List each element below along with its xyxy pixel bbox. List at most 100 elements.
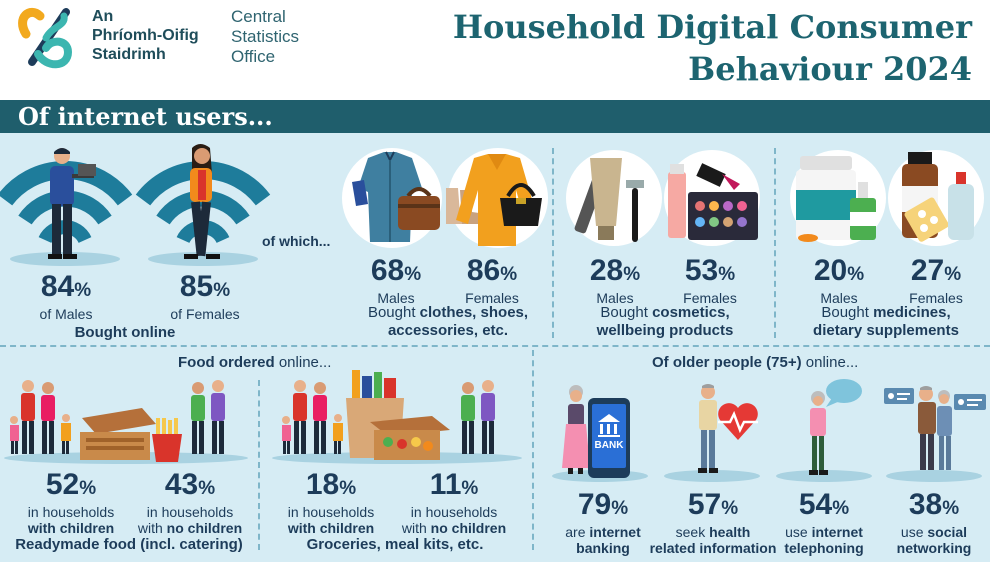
divider <box>774 148 776 338</box>
logo-knot-icon <box>18 7 73 69</box>
percent-sign: % <box>404 264 422 285</box>
stat-value: 52 <box>45 468 80 501</box>
handbag-icon <box>500 183 542 226</box>
percent-sign: % <box>198 478 216 499</box>
percent-sign: % <box>339 478 357 499</box>
heading-text: Of older people (75+) <box>652 354 802 371</box>
stat-value: 43 <box>164 468 199 501</box>
stat-label: in households <box>146 504 234 520</box>
caption-text: Readymade food (incl. catering) <box>15 536 243 553</box>
stat-value: 86 <box>466 254 501 287</box>
sweater-icon <box>456 154 538 246</box>
stat-label: internet <box>589 524 641 540</box>
stat-label: Males <box>820 290 858 306</box>
family-icon <box>282 380 343 454</box>
stat-value: 11 <box>429 468 462 501</box>
percent-sign: % <box>718 264 736 285</box>
title-line: Household Digital Consumer <box>452 8 972 46</box>
percent-sign: % <box>721 498 739 519</box>
stat-older-health: 57% seek health related information <box>648 490 778 557</box>
caption-text: cosmetics, <box>652 304 730 321</box>
logo-irish-line: Staidrimh <box>92 46 166 63</box>
stat-value: 68 <box>370 254 405 287</box>
stat-label: seek <box>675 524 710 540</box>
stat-males-bought-online: 84% of Males <box>26 270 106 323</box>
percent-sign: % <box>942 498 960 519</box>
woman-phone-icon <box>184 144 220 259</box>
family-icon <box>10 380 71 454</box>
logo-english-line: Central <box>231 7 286 26</box>
heading-text: Food ordered <box>178 354 275 371</box>
stat-older-telephoning: 54% use internet telephoning <box>776 490 872 557</box>
stat-value: 28 <box>589 254 624 287</box>
stat-label: Males <box>377 290 415 306</box>
man-laptop-icon <box>48 148 96 259</box>
dropper-icon <box>948 172 974 240</box>
stat-females-medicines: 27% Females <box>896 254 976 307</box>
stat-value: 38 <box>908 488 943 521</box>
stat-groceries-no-children: 11% in households with no children <box>394 468 514 537</box>
chat-cards-icon <box>954 394 986 410</box>
caption-text: Bought <box>600 304 653 321</box>
percent-sign: % <box>623 264 641 285</box>
banner-title: Of internet users... <box>18 102 273 131</box>
woman-phone-icon <box>562 385 590 474</box>
stat-males-medicines: 20% Males <box>804 254 874 307</box>
caption-text: wellbeing products <box>596 322 734 339</box>
percent-sign: % <box>832 498 850 519</box>
divider <box>552 148 554 338</box>
stat-value: 79 <box>577 488 612 521</box>
logo-english-line: Office <box>231 47 276 66</box>
bank-sign: BANK <box>594 440 624 451</box>
chat-cards-icon <box>884 388 914 404</box>
caption-text: medicines, <box>873 304 951 321</box>
blister-pack-icon <box>904 197 949 242</box>
divider <box>0 345 990 347</box>
stat-older-banking: 79% are internet banking <box>558 488 648 557</box>
stat-value: 27 <box>910 254 945 287</box>
percent-sign: % <box>847 264 865 285</box>
ground-shadow <box>776 470 872 482</box>
woman-phone-icon <box>809 391 828 475</box>
caption-text: Bought <box>367 304 420 321</box>
caption-bought-online: Bought online <box>40 324 210 342</box>
stat-readymade-children: 52% in households with children <box>16 468 126 537</box>
stat-males-clothes: 68% Males <box>358 254 434 307</box>
stat-label: in households <box>287 504 375 520</box>
stat-label: are <box>565 524 590 540</box>
caption-clothes: Bought clothes, shoes, accessories, etc. <box>350 304 546 340</box>
caption-text: dietary supplements <box>813 322 959 339</box>
of-which-label: of which... <box>262 233 331 249</box>
stat-females-cosmetics: 53% Females <box>670 256 750 307</box>
stat-label: in households <box>410 504 498 520</box>
title-line: Behaviour 2024 <box>688 50 972 88</box>
man-phone-icon <box>698 384 718 473</box>
percent-sign: % <box>944 264 962 285</box>
speech-bubble-icon <box>826 379 862 407</box>
stat-label: banking <box>576 540 630 556</box>
stat-label: use <box>785 524 812 540</box>
logo-irish-text: An Phríomh-Oifig Staidrimh <box>92 7 199 64</box>
meal-kit-icon <box>370 416 450 460</box>
stat-label: related information <box>649 540 777 556</box>
logo-irish-line: An <box>92 8 114 25</box>
caption-text: Bought <box>821 304 874 321</box>
stat-label: use <box>900 524 928 540</box>
stat-females-bought-online: 85% of Females <box>160 272 250 323</box>
razor-icon <box>626 180 644 242</box>
stat-readymade-no-children: 43% in households with no children <box>130 468 250 537</box>
stat-label: telephoning <box>784 540 864 556</box>
stat-label: no children <box>430 520 507 536</box>
stat-value: 20 <box>813 254 848 287</box>
stat-label: networking <box>896 540 972 556</box>
food-heading: Food ordered online... <box>178 354 331 371</box>
caption-text: Bought online <box>74 324 176 341</box>
stat-label: Females <box>683 290 737 306</box>
divider <box>258 380 260 550</box>
stat-label: with children <box>27 520 115 536</box>
heart-pulse-icon <box>718 403 758 440</box>
dropper-icon <box>850 182 876 240</box>
stat-label: health <box>709 524 751 540</box>
stat-value: 84 <box>40 270 75 303</box>
phone-bank-icon <box>588 398 630 478</box>
